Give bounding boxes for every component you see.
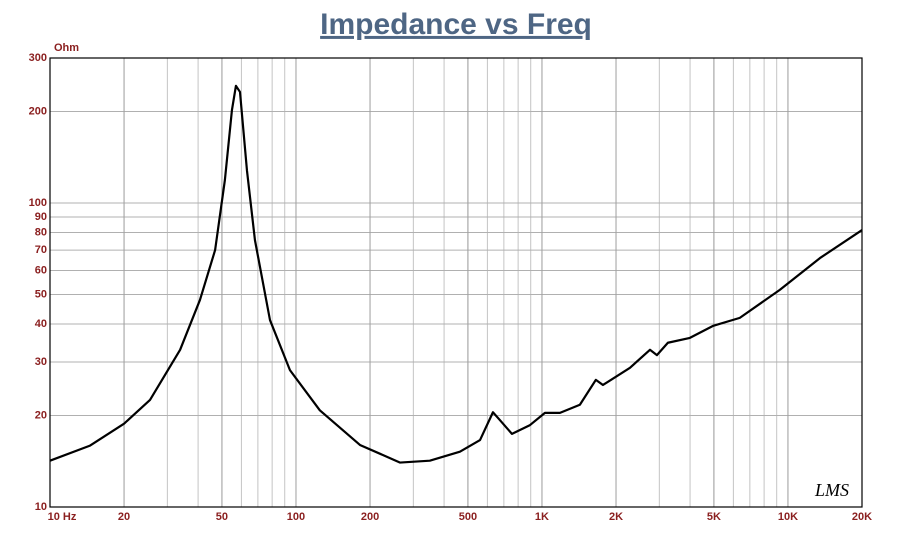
x-tick-label: 10K <box>778 511 798 523</box>
y-tick-label: 200 <box>29 105 47 117</box>
x-tick-label: 500 <box>459 511 477 523</box>
y-tick-label: 50 <box>35 288 47 300</box>
y-tick-label: 70 <box>35 244 47 256</box>
plot-frame <box>49 57 863 508</box>
x-tick-label: 10 Hz <box>48 511 77 523</box>
chart-title: Impedance vs Freq <box>320 8 592 41</box>
watermark: LMS <box>814 480 849 500</box>
y-tick-label: 90 <box>35 211 47 223</box>
y-tick-label: 30 <box>35 356 47 368</box>
y-axis-label: Ohm <box>54 42 79 54</box>
x-tick-label: 20K <box>852 511 872 523</box>
y-tick-label: 20 <box>35 409 47 421</box>
x-tick-label: 100 <box>287 511 305 523</box>
y-tick-label: 80 <box>35 226 47 238</box>
x-tick-label: 1K <box>535 511 549 523</box>
y-tick-label: 100 <box>29 197 47 209</box>
y-tick-label: 10 <box>35 501 47 513</box>
x-tick-label: 50 <box>216 511 228 523</box>
x-tick-label: 20 <box>118 511 130 523</box>
y-tick-label: 40 <box>35 318 47 330</box>
x-tick-label: 2K <box>609 511 623 523</box>
y-tick-label: 300 <box>29 52 47 64</box>
impedance-line <box>49 84 863 464</box>
x-tick-label: 5K <box>707 511 721 523</box>
y-tick-label: 60 <box>35 264 47 276</box>
x-tick-label: 200 <box>361 511 379 523</box>
